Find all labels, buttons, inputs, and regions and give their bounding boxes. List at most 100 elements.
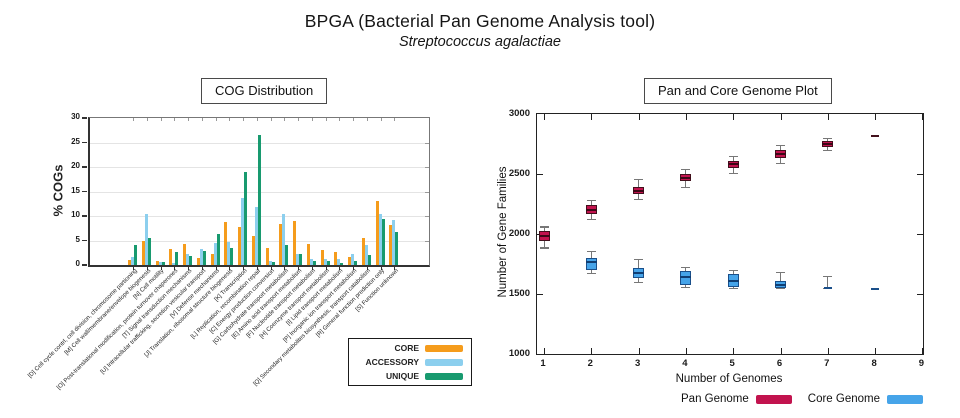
y-tick-label: 20 xyxy=(71,161,80,170)
boxplot-whisker-cap xyxy=(586,199,596,201)
bar xyxy=(254,207,258,265)
bar xyxy=(337,259,341,265)
y-tick-mark-right xyxy=(425,167,429,168)
bar xyxy=(172,262,176,265)
bar xyxy=(158,261,162,265)
bar xyxy=(131,256,134,265)
bar xyxy=(169,248,173,265)
bar xyxy=(183,244,186,265)
boxplot-whisker-cap xyxy=(776,144,785,146)
x-tick-mark-top xyxy=(922,114,924,120)
boxplot-median xyxy=(633,271,645,274)
boxplot-whisker-cap xyxy=(823,150,833,152)
bar xyxy=(199,248,203,265)
y-tick-mark xyxy=(82,264,87,266)
x-tick-mark xyxy=(325,267,327,270)
bar xyxy=(312,260,316,265)
cog-legend: CORE ACCESSORY UNIQUE xyxy=(348,338,472,386)
boxplot-whisker xyxy=(780,272,781,289)
bar xyxy=(395,232,399,265)
x-tick-mark-top xyxy=(591,114,593,120)
pan-core-plot-area xyxy=(536,113,924,355)
cog-chart-header: COG Distribution xyxy=(201,78,328,104)
boxplot-whisker-cap xyxy=(586,273,596,275)
bar xyxy=(320,250,324,265)
bar xyxy=(189,255,192,265)
boxplot-whisker-cap xyxy=(776,271,785,273)
x-tick-mark-top xyxy=(325,118,327,121)
x-tick-mark-top xyxy=(380,118,382,121)
x-tick-mark xyxy=(591,348,593,354)
x-tick-mark xyxy=(380,267,382,270)
bar xyxy=(361,237,365,265)
x-tick-mark-top xyxy=(229,118,231,121)
boxplot-dash xyxy=(823,287,832,290)
boxplot-whisker-cap xyxy=(681,286,691,288)
legend-row: ACCESSORY xyxy=(349,357,463,367)
legend-swatch xyxy=(425,344,463,352)
y-tick-mark xyxy=(82,215,87,217)
bar xyxy=(202,251,206,265)
x-tick-mark-top xyxy=(827,114,829,120)
x-tick-mark-top xyxy=(311,118,313,121)
legend-swatch xyxy=(755,394,792,404)
y-tick-mark xyxy=(82,190,87,192)
bar xyxy=(299,254,302,265)
bar xyxy=(351,254,354,265)
pan-core-x-axis-label: Number of Genomes xyxy=(675,373,783,385)
y-tick-mark-right xyxy=(917,234,923,235)
bar xyxy=(147,238,151,265)
y-tick-label: 5 xyxy=(75,234,80,244)
x-tick-mark xyxy=(875,348,877,354)
bar xyxy=(367,254,371,265)
x-tick-mark-top xyxy=(339,118,341,121)
boxplot-whisker-cap xyxy=(586,219,596,221)
x-tick-label: 2 xyxy=(587,358,593,369)
bar xyxy=(309,258,313,265)
x-tick-mark-top xyxy=(394,118,396,121)
boxplot-median xyxy=(538,235,550,238)
x-tick-label: 6 xyxy=(776,358,783,369)
bar xyxy=(238,227,241,265)
boxplot-whisker-cap xyxy=(776,163,785,165)
bar xyxy=(375,201,379,265)
x-tick-mark xyxy=(544,348,545,354)
boxplot-whisker-cap xyxy=(823,275,833,277)
boxplot-median xyxy=(775,153,786,156)
boxplot-median xyxy=(822,143,834,145)
boxplot-median xyxy=(585,209,597,211)
bar xyxy=(196,257,200,265)
x-tick-mark-top xyxy=(284,118,286,121)
boxplot-whisker-cap xyxy=(634,199,644,201)
bar xyxy=(306,244,310,265)
boxplot-dash xyxy=(871,288,880,291)
y-tick-mark xyxy=(82,239,87,241)
x-tick-mark-top xyxy=(256,118,258,121)
y-tick-mark-right xyxy=(425,142,429,144)
x-tick-label: 1 xyxy=(540,358,546,369)
x-tick-label: 7 xyxy=(824,358,830,369)
legend-label: CORE xyxy=(394,343,419,353)
bar xyxy=(227,242,231,265)
boxplot-median xyxy=(585,261,597,264)
x-tick-mark-top xyxy=(270,118,272,121)
bar xyxy=(340,262,344,265)
x-tick-mark-top xyxy=(544,114,545,120)
x-tick-mark xyxy=(256,267,258,270)
boxplot-median xyxy=(680,275,692,278)
x-tick-mark xyxy=(188,267,189,270)
y-tick-label: 2000 xyxy=(508,227,530,239)
boxplot-whisker-cap xyxy=(776,287,785,289)
boxplot-box xyxy=(585,258,597,270)
y-tick-label: 2500 xyxy=(508,167,530,179)
pan-core-legend: Pan Genome Core Genome xyxy=(496,393,923,405)
boxplot-whisker-cap xyxy=(539,246,549,248)
x-tick-mark-top xyxy=(201,118,203,121)
legend-swatch xyxy=(425,372,463,380)
bar xyxy=(293,221,296,265)
x-tick-mark-top xyxy=(353,118,354,121)
legend-label: Core Genome xyxy=(807,393,880,405)
boxplot-median xyxy=(727,163,739,166)
x-tick-mark-top xyxy=(160,118,162,121)
